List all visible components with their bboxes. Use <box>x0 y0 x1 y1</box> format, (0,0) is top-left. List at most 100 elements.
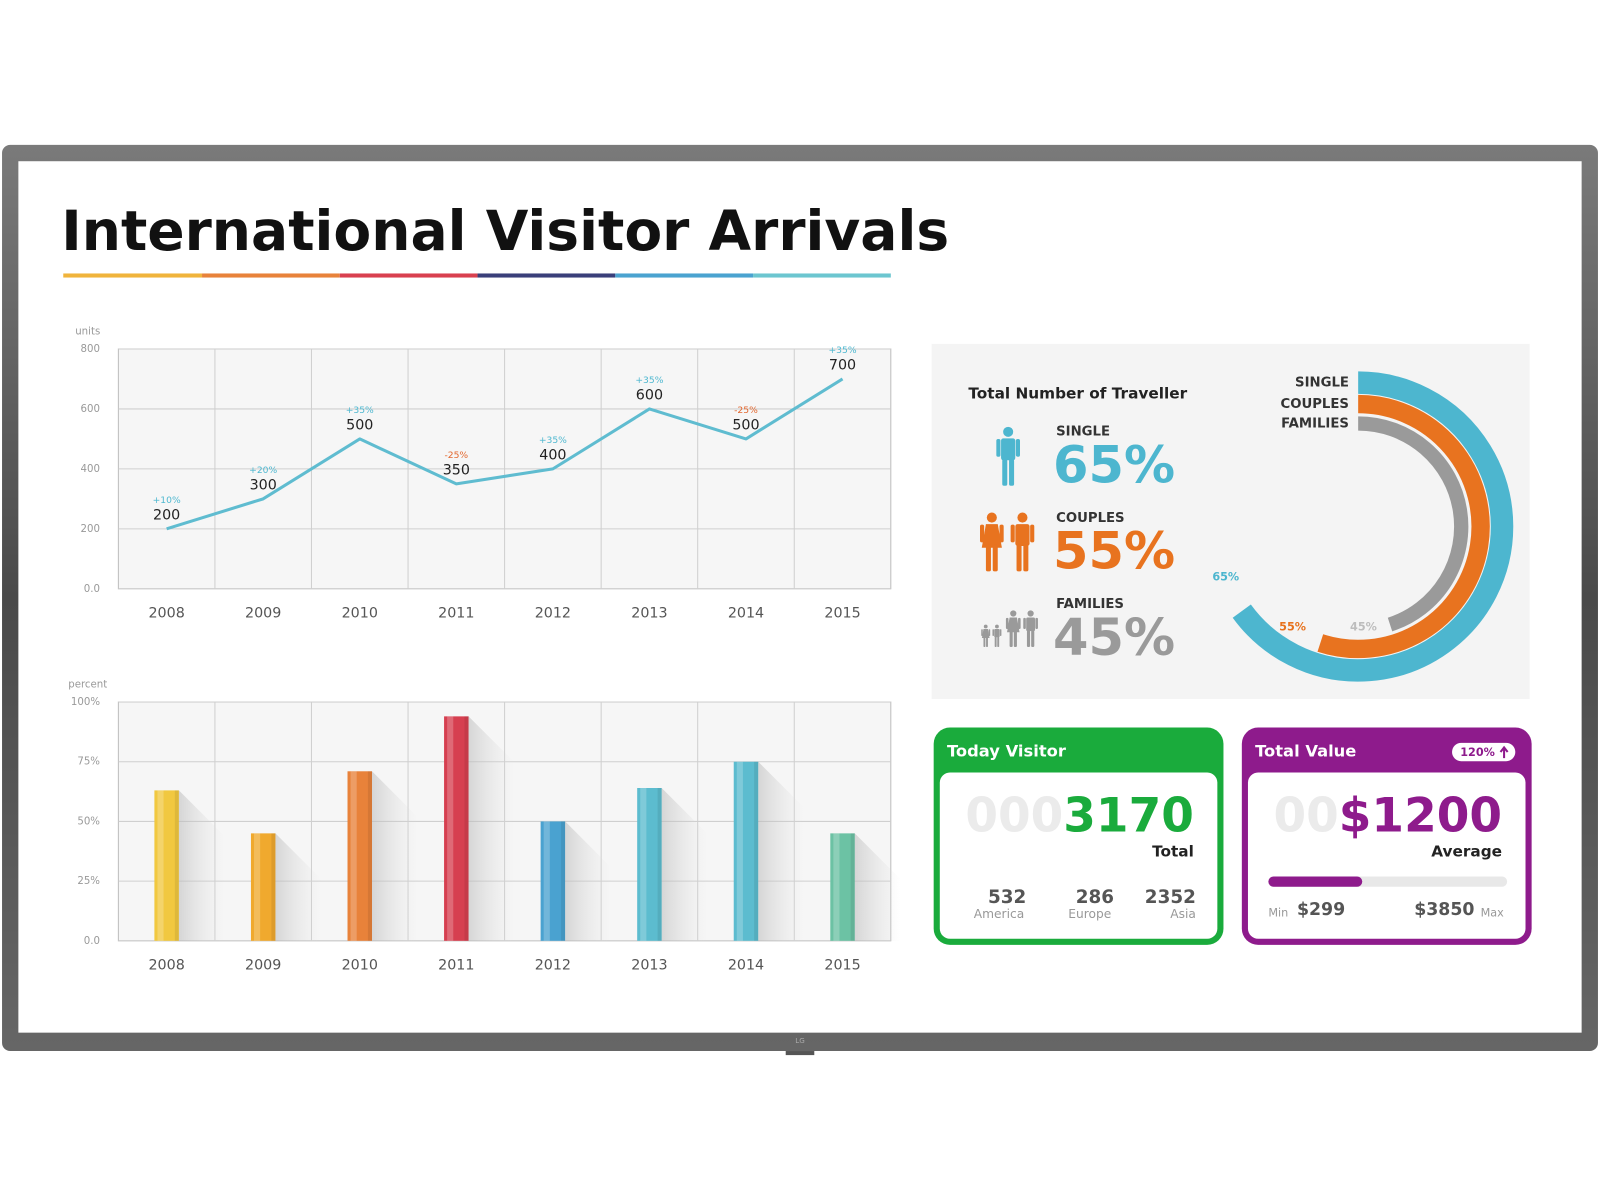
bar-shadow <box>372 771 418 941</box>
person-icon <box>996 426 1020 486</box>
y-tick-label: 200 <box>81 524 100 535</box>
body <box>981 628 990 638</box>
x-tick-label: 2015 <box>824 957 860 973</box>
change-label: -25% <box>734 405 758 416</box>
data-label: 300 <box>250 478 277 494</box>
leg <box>1016 544 1022 572</box>
bar-edge <box>174 790 179 941</box>
data-label: 350 <box>443 463 470 479</box>
x-tick-label: 2008 <box>148 957 184 973</box>
head <box>983 624 988 629</box>
card-caption: Average <box>1431 843 1502 861</box>
leg <box>1031 630 1035 647</box>
arm <box>980 524 985 543</box>
max-value: $3850 <box>1414 900 1474 920</box>
page-title: International Visitor Arrivals <box>61 199 949 263</box>
traveller-label: SINGLE <box>1056 425 1110 440</box>
breakdown-value: 532 <box>988 887 1026 908</box>
y-tick-label: 0.0 <box>84 936 100 947</box>
progress-fill <box>1268 876 1363 887</box>
bar <box>830 833 855 941</box>
bar-edge <box>271 833 276 941</box>
y-tick-label: 100% <box>71 697 100 708</box>
data-label: 200 <box>153 508 180 524</box>
head <box>1003 426 1014 437</box>
traveller-label: COUPLES <box>1056 511 1125 526</box>
ring-legend: COUPLES <box>1280 397 1349 412</box>
bar-highlight <box>833 833 840 941</box>
bar-highlight <box>350 771 357 941</box>
arm <box>1023 617 1026 629</box>
body <box>1026 617 1036 632</box>
x-tick-label: 2010 <box>342 957 378 973</box>
arm <box>1010 524 1015 543</box>
value-card: Total Value 120% 00$1200 Average Min $29… <box>1241 727 1532 945</box>
body <box>994 628 1000 638</box>
badge-text: 120% <box>1460 746 1495 759</box>
breakdown-value: 2352 <box>1145 887 1196 908</box>
data-label: 700 <box>829 358 856 374</box>
bar-shadow <box>854 833 901 941</box>
bar-highlight <box>736 761 743 941</box>
card-number: 00$1200 <box>1273 788 1502 843</box>
person-icon <box>981 624 991 647</box>
leg <box>1009 630 1013 647</box>
x-tick-label: 2010 <box>342 605 378 621</box>
x-tick-label: 2009 <box>245 957 281 973</box>
leg <box>983 636 986 647</box>
traveller-title: Total Number of Traveller <box>968 384 1187 402</box>
y-axis-label: percent <box>68 680 107 691</box>
change-label: +35% <box>635 375 663 386</box>
x-tick-label: 2011 <box>438 957 474 973</box>
person-icon <box>1023 610 1038 647</box>
ring-arc <box>1232 371 1514 682</box>
leg <box>1002 459 1008 486</box>
arm <box>992 629 995 636</box>
change-label: +20% <box>249 465 277 476</box>
arm <box>1005 617 1009 629</box>
title-underline <box>63 273 891 278</box>
breakdown-label: America <box>974 907 1024 921</box>
y-tick-label: 400 <box>81 464 100 475</box>
y-tick-label: 75% <box>77 757 100 768</box>
change-label: +35% <box>828 345 856 356</box>
visitor-card: Today Visitor 0003170 Total 532 America … <box>933 727 1224 945</box>
y-tick-label: 0.0 <box>84 584 100 595</box>
bar-edge <box>850 833 855 941</box>
bar-highlight <box>447 716 454 941</box>
bar <box>347 771 373 941</box>
arm <box>981 629 983 636</box>
line <box>166 377 844 531</box>
person-icon <box>1010 512 1035 572</box>
leg <box>1026 630 1031 647</box>
traveller-label: FAMILIES <box>1056 597 1124 612</box>
x-tick-label: 2013 <box>631 605 667 621</box>
traveller-value: 55% <box>1053 523 1175 582</box>
y-axis-label: units <box>75 327 100 338</box>
x-tick-label: 2013 <box>631 957 667 973</box>
leg <box>986 636 988 647</box>
card-caption: Total <box>1152 843 1194 861</box>
x-tick-label: 2009 <box>245 605 281 621</box>
x-tick-label: 2011 <box>438 605 474 621</box>
change-label: -25% <box>444 450 468 461</box>
bar-highlight <box>640 788 647 941</box>
badge <box>1452 742 1516 762</box>
traveller-value: 65% <box>1053 436 1175 495</box>
card-body <box>939 772 1218 939</box>
max-label: Max <box>1481 906 1505 919</box>
y-tick-label: 50% <box>77 816 100 827</box>
person-icon <box>980 512 1004 572</box>
traveller-value: 45% <box>1053 609 1175 668</box>
card-body <box>1247 772 1526 939</box>
body <box>1015 524 1030 546</box>
number-prefix: 00 <box>1273 788 1338 843</box>
bar-shadow <box>758 761 805 941</box>
y-tick-label: 600 <box>81 404 100 415</box>
bar-shadow <box>661 788 708 941</box>
bar <box>250 833 276 941</box>
arm <box>999 629 1002 636</box>
ring-arc <box>1358 416 1469 632</box>
ring-value-label: 55% <box>1279 621 1306 634</box>
